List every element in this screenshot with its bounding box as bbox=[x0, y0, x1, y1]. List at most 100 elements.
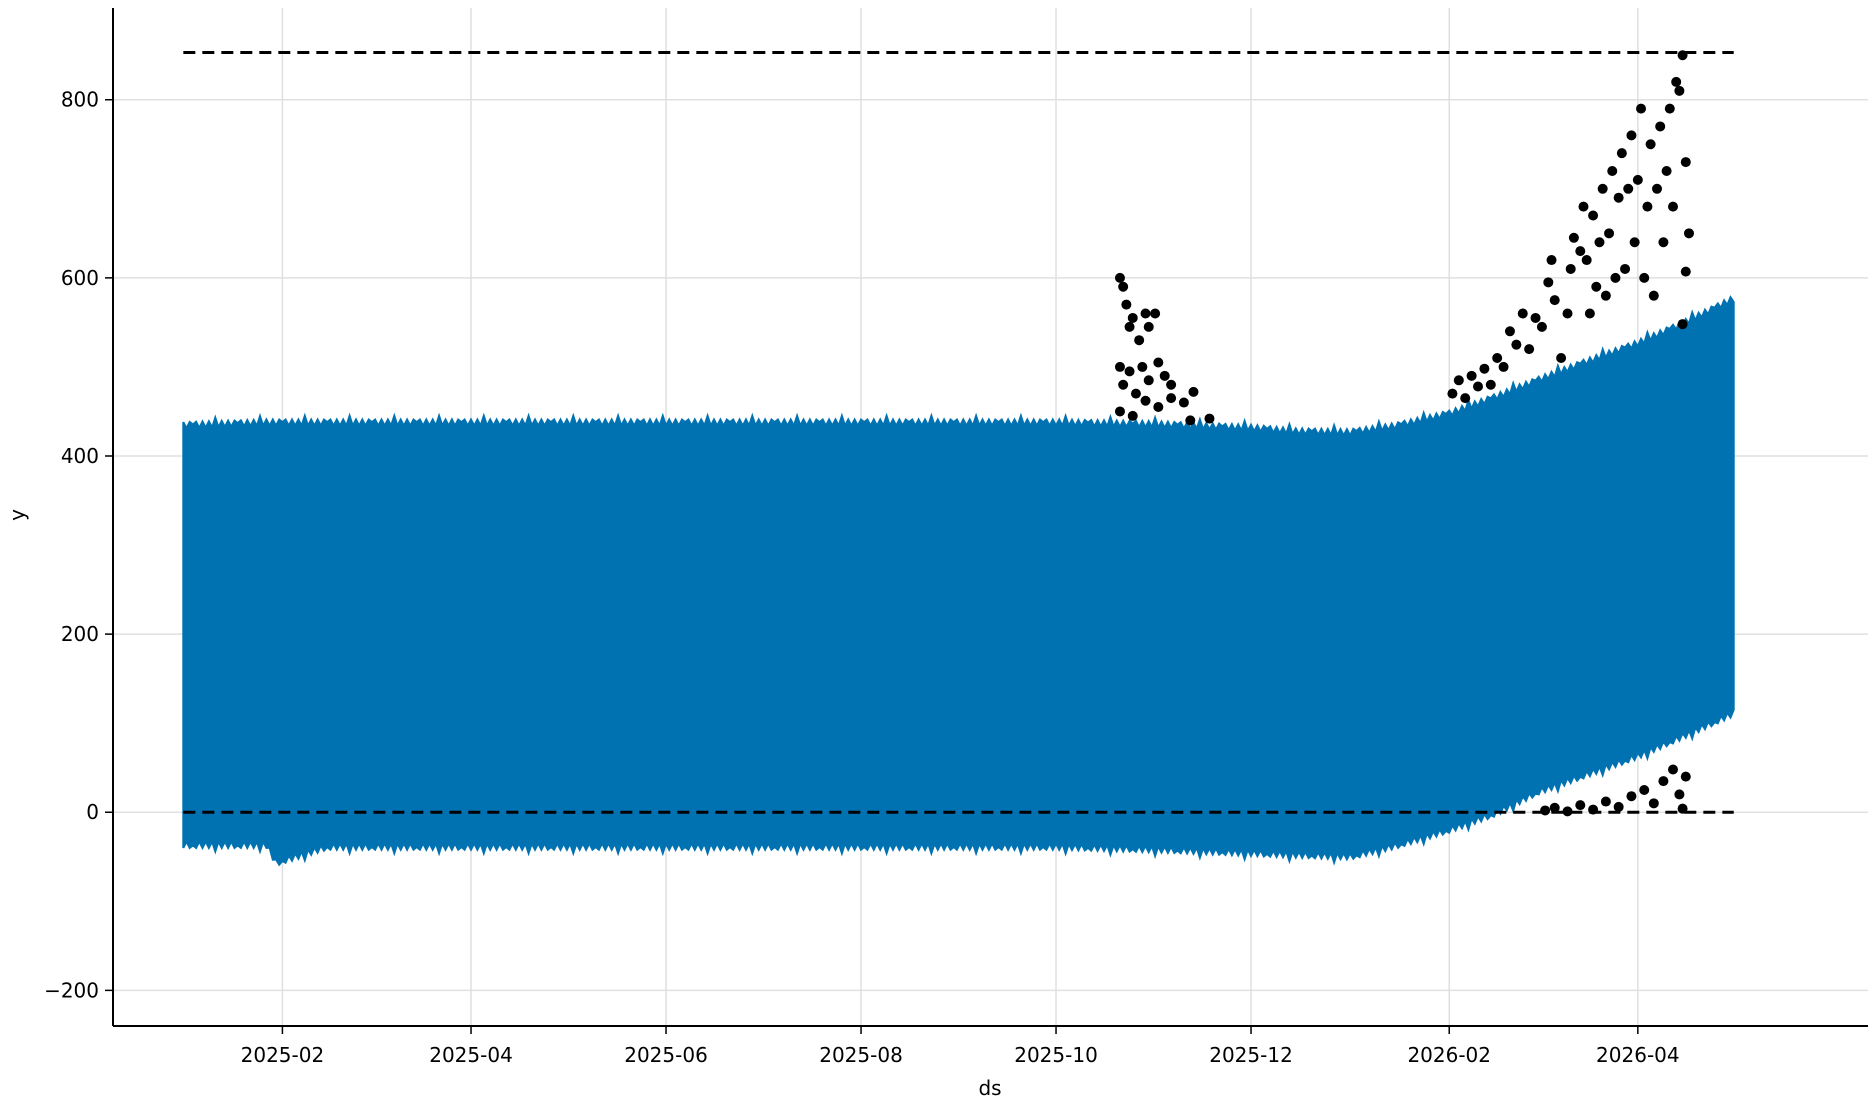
observation-point bbox=[1591, 281, 1602, 292]
observation-point bbox=[1639, 272, 1650, 283]
observation-point bbox=[1661, 165, 1672, 176]
observation-point bbox=[1600, 290, 1611, 301]
observation-point bbox=[1114, 406, 1125, 417]
observation-point bbox=[1629, 237, 1640, 248]
observation-point bbox=[1642, 201, 1653, 212]
observation-point bbox=[1658, 237, 1669, 248]
observation-point bbox=[1114, 272, 1125, 283]
x-tick-label: 2026-02 bbox=[1407, 1043, 1491, 1067]
observation-point bbox=[1610, 272, 1621, 283]
observation-point bbox=[1668, 201, 1678, 212]
observation-point bbox=[1680, 157, 1691, 168]
observation-point bbox=[1674, 85, 1685, 96]
observation-point bbox=[1620, 263, 1631, 274]
observation-point bbox=[1607, 165, 1618, 176]
observation-point bbox=[1636, 103, 1647, 114]
observation-point bbox=[1652, 183, 1663, 194]
observation-point bbox=[1677, 50, 1688, 61]
observation-point bbox=[1166, 393, 1177, 404]
observation-point bbox=[1546, 255, 1557, 266]
observation-point bbox=[1143, 321, 1154, 332]
observation-point bbox=[1127, 312, 1138, 323]
observation-point bbox=[1517, 308, 1528, 319]
observation-point bbox=[1604, 228, 1615, 239]
observation-point bbox=[1130, 388, 1141, 399]
observation-point bbox=[1127, 410, 1138, 421]
observation-point bbox=[1447, 388, 1458, 399]
observation-point bbox=[1124, 321, 1135, 332]
observation-point bbox=[1600, 796, 1611, 807]
y-tick-label: 0 bbox=[86, 800, 99, 824]
x-tick-label: 2025-04 bbox=[429, 1043, 513, 1067]
observation-point bbox=[1540, 805, 1551, 816]
observation-point bbox=[1674, 789, 1685, 800]
observation-point bbox=[1504, 326, 1515, 337]
observation-point bbox=[1466, 370, 1477, 381]
x-tick-label: 2025-12 bbox=[1209, 1043, 1293, 1067]
observation-point bbox=[1664, 103, 1675, 114]
observation-point bbox=[1648, 798, 1659, 809]
observation-point bbox=[1153, 357, 1164, 368]
observation-point bbox=[1118, 379, 1129, 390]
observation-point bbox=[1118, 281, 1129, 292]
forecast-band-layer bbox=[182, 295, 1735, 867]
observation-point bbox=[1613, 801, 1624, 812]
observation-point bbox=[1121, 299, 1132, 310]
observation-point bbox=[1178, 397, 1189, 408]
y-tick-label: −200 bbox=[44, 978, 99, 1002]
observation-point bbox=[1575, 246, 1586, 257]
observation-point bbox=[1556, 353, 1567, 364]
axes: −200 0 200 400 600 800 2025-02 2025-04 2025-06 20… bbox=[44, 8, 1868, 1067]
observation-point bbox=[1140, 395, 1151, 406]
observation-point bbox=[1677, 803, 1688, 814]
observation-point bbox=[1597, 183, 1608, 194]
observation-point bbox=[1584, 308, 1595, 319]
observation-point bbox=[1562, 806, 1573, 817]
observation-point bbox=[1668, 764, 1678, 775]
observation-point bbox=[1166, 379, 1177, 390]
observation-point bbox=[1124, 366, 1135, 377]
cap-floor-layer bbox=[183, 51, 1734, 814]
observation-point bbox=[1639, 784, 1650, 795]
observation-point bbox=[1565, 263, 1576, 274]
observation-point bbox=[1134, 335, 1145, 346]
observation-point bbox=[1655, 121, 1666, 132]
observation-point bbox=[1140, 308, 1151, 319]
observation-point bbox=[1188, 386, 1199, 397]
observation-point bbox=[1498, 361, 1509, 372]
observation-point bbox=[1658, 776, 1669, 787]
y-tick-label: 600 bbox=[61, 266, 99, 290]
observation-point bbox=[1511, 339, 1522, 350]
x-axis-label: ds bbox=[978, 1076, 1001, 1100]
observation-point bbox=[1549, 802, 1560, 813]
observation-point bbox=[1671, 76, 1682, 87]
x-tick-label: 2025-06 bbox=[624, 1043, 708, 1067]
x-tick-label: 2025-02 bbox=[241, 1043, 325, 1067]
observation-point bbox=[1562, 308, 1573, 319]
observation-point bbox=[1578, 201, 1589, 212]
observation-point bbox=[1453, 375, 1464, 386]
observation-point bbox=[1588, 210, 1599, 221]
observation-point bbox=[1626, 130, 1637, 141]
observation-points-layer bbox=[1114, 50, 1694, 817]
observation-point bbox=[1623, 183, 1634, 194]
observation-point bbox=[1143, 375, 1154, 386]
observation-point bbox=[1536, 321, 1547, 332]
x-tick-label: 2025-08 bbox=[819, 1043, 903, 1067]
observation-point bbox=[1616, 148, 1627, 159]
x-tick-label: 2025-10 bbox=[1014, 1043, 1098, 1067]
observation-point bbox=[1543, 277, 1554, 288]
observation-point bbox=[1485, 379, 1496, 390]
observation-point bbox=[1153, 402, 1164, 413]
observation-point bbox=[1549, 295, 1560, 306]
observation-point bbox=[1645, 139, 1656, 150]
observation-point bbox=[1530, 312, 1541, 323]
observation-point bbox=[1479, 363, 1490, 374]
observation-point bbox=[1680, 771, 1691, 782]
observation-point bbox=[1581, 255, 1592, 266]
observation-point bbox=[1150, 308, 1161, 319]
observation-point bbox=[1588, 804, 1599, 815]
observation-point bbox=[1524, 344, 1535, 355]
